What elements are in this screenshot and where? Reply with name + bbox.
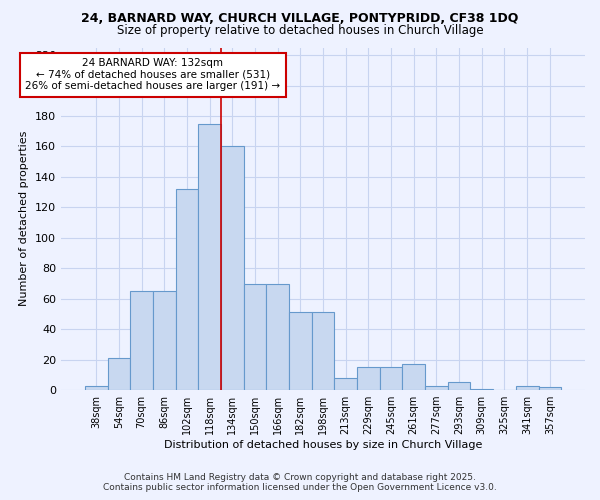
Text: 24, BARNARD WAY, CHURCH VILLAGE, PONTYPRIDD, CF38 1DQ: 24, BARNARD WAY, CHURCH VILLAGE, PONTYPR…	[82, 12, 518, 26]
Y-axis label: Number of detached properties: Number of detached properties	[19, 131, 29, 306]
Text: Size of property relative to detached houses in Church Village: Size of property relative to detached ho…	[116, 24, 484, 37]
Bar	[289, 312, 311, 390]
Bar	[311, 312, 334, 390]
Text: 24 BARNARD WAY: 132sqm
← 74% of detached houses are smaller (531)
26% of semi-de: 24 BARNARD WAY: 132sqm ← 74% of detached…	[25, 58, 280, 92]
Bar	[198, 124, 221, 390]
X-axis label: Distribution of detached houses by size in Church Village: Distribution of detached houses by size …	[164, 440, 482, 450]
Bar	[539, 387, 561, 390]
Bar	[107, 358, 130, 390]
Bar	[176, 189, 198, 390]
Bar	[130, 291, 153, 390]
Bar	[221, 146, 244, 390]
Bar	[153, 291, 176, 390]
Bar	[448, 382, 470, 390]
Bar	[334, 378, 357, 390]
Text: Contains HM Land Registry data © Crown copyright and database right 2025.
Contai: Contains HM Land Registry data © Crown c…	[103, 473, 497, 492]
Bar	[425, 386, 448, 390]
Bar	[380, 367, 403, 390]
Bar	[85, 386, 107, 390]
Bar	[403, 364, 425, 390]
Bar	[244, 284, 266, 390]
Bar	[266, 284, 289, 390]
Bar	[357, 367, 380, 390]
Bar	[516, 386, 539, 390]
Bar	[470, 388, 493, 390]
